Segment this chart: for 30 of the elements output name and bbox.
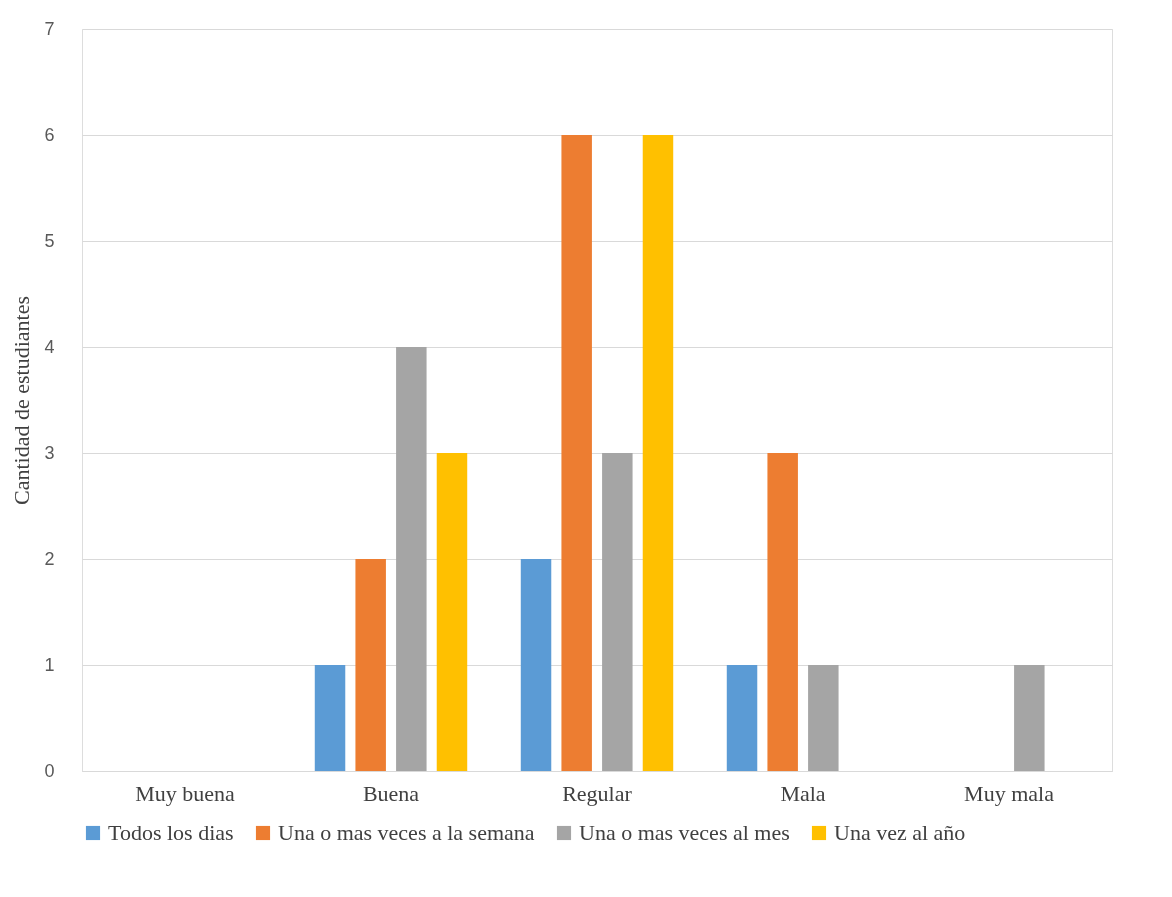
- bar: [355, 559, 386, 771]
- bar: [314, 665, 346, 771]
- x-tick-label: Regular: [562, 780, 633, 806]
- bar: [396, 347, 427, 771]
- y-tick-label: 4: [44, 336, 55, 357]
- y-tick-label: 3: [44, 442, 55, 463]
- x-tick-label: Buena: [362, 780, 420, 806]
- x-tick-label: Muy mala: [964, 780, 1055, 806]
- bar: [436, 453, 468, 771]
- bar: [808, 665, 839, 771]
- y-tick-label: 5: [44, 230, 55, 251]
- bar: [767, 453, 798, 771]
- x-tick-label: Mala: [780, 780, 826, 806]
- bar: [1014, 665, 1045, 771]
- y-tick-label: 6: [44, 124, 55, 145]
- legend-label: Una o mas veces al mes: [579, 820, 790, 845]
- bar: [602, 453, 633, 771]
- legend-label: Todos los dias: [108, 820, 234, 845]
- y-tick-label: 1: [44, 654, 55, 675]
- bar: [642, 135, 674, 771]
- bar: [520, 559, 552, 771]
- legend-label: Una vez al año: [834, 820, 966, 845]
- bar: [726, 665, 758, 771]
- bar: [561, 135, 592, 771]
- y-tick-label: 2: [44, 548, 55, 569]
- y-tick-label: 7: [44, 18, 55, 39]
- x-tick-label: Muy buena: [135, 780, 236, 806]
- y-tick-label: 0: [44, 760, 55, 781]
- legend-label: Una o mas veces a la semana: [278, 820, 535, 845]
- y-axis-title: Cantidad de estudiantes: [9, 296, 35, 505]
